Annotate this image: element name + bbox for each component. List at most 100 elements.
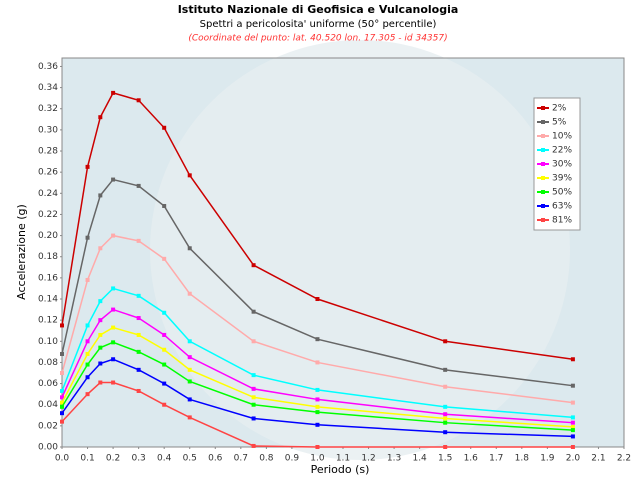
legend-marker bbox=[541, 120, 545, 124]
point-marker bbox=[315, 404, 320, 409]
y-tick-label: 0.00 bbox=[38, 443, 58, 453]
point-marker bbox=[187, 173, 192, 178]
point-marker bbox=[136, 349, 141, 354]
y-tick-label: 0.16 bbox=[38, 273, 58, 283]
x-tick-label: 0.3 bbox=[131, 454, 145, 464]
point-marker bbox=[98, 299, 103, 304]
point-marker bbox=[111, 325, 116, 330]
point-marker bbox=[111, 380, 116, 385]
point-marker bbox=[187, 415, 192, 420]
point-marker bbox=[570, 415, 575, 420]
legend-label: 50% bbox=[552, 188, 572, 198]
point-marker bbox=[98, 332, 103, 337]
y-tick-label: 0.12 bbox=[38, 316, 58, 326]
x-tick-label: 0.6 bbox=[208, 454, 223, 464]
point-marker bbox=[162, 402, 167, 407]
x-tick-label: 1.4 bbox=[412, 454, 427, 464]
x-axis-label: Periodo (s) bbox=[311, 463, 370, 476]
x-tick-label: 1.6 bbox=[464, 454, 479, 464]
y-tick-label: 0.24 bbox=[38, 189, 58, 199]
point-marker bbox=[187, 339, 192, 344]
point-marker bbox=[136, 332, 141, 337]
y-tick-label: 0.34 bbox=[38, 83, 58, 93]
y-axis-label: Accelerazione (g) bbox=[15, 204, 28, 300]
point-marker bbox=[187, 246, 192, 251]
point-marker bbox=[443, 384, 448, 389]
point-marker bbox=[85, 277, 90, 282]
x-tick-label: 1.7 bbox=[489, 454, 503, 464]
point-marker bbox=[98, 246, 103, 251]
point-marker bbox=[162, 381, 167, 386]
point-marker bbox=[85, 351, 90, 356]
point-marker bbox=[111, 177, 116, 182]
point-marker bbox=[251, 443, 256, 448]
point-marker bbox=[315, 337, 320, 342]
legend-marker bbox=[541, 106, 545, 110]
y-tick-label: 0.08 bbox=[38, 358, 58, 368]
point-marker bbox=[85, 323, 90, 328]
point-marker bbox=[570, 424, 575, 429]
point-marker bbox=[570, 383, 575, 388]
x-tick-label: 0.4 bbox=[157, 454, 172, 464]
point-marker bbox=[187, 291, 192, 296]
point-marker bbox=[111, 90, 116, 95]
point-marker bbox=[60, 388, 64, 393]
point-marker bbox=[251, 373, 256, 378]
point-marker bbox=[315, 410, 320, 415]
watermark bbox=[150, 40, 570, 460]
point-marker bbox=[98, 193, 103, 198]
point-marker bbox=[60, 400, 64, 405]
point-marker bbox=[443, 416, 448, 421]
point-marker bbox=[251, 309, 256, 314]
y-tick-label: 0.04 bbox=[38, 400, 58, 410]
chart-subtitle: Spettri a pericolosita' uniforme (50° pe… bbox=[200, 19, 437, 30]
point-marker bbox=[60, 323, 64, 328]
x-tick-label: 1.2 bbox=[361, 454, 375, 464]
x-tick-label: 1.3 bbox=[387, 454, 401, 464]
point-marker bbox=[60, 371, 64, 376]
point-marker bbox=[315, 360, 320, 365]
point-marker bbox=[136, 367, 141, 372]
point-marker bbox=[98, 345, 103, 350]
chart-title: Istituto Nazionale di Geofisica e Vulcan… bbox=[178, 3, 459, 16]
point-marker bbox=[111, 307, 116, 312]
point-marker bbox=[162, 203, 167, 208]
point-marker bbox=[443, 430, 448, 435]
point-marker bbox=[251, 339, 256, 344]
point-marker bbox=[162, 256, 167, 261]
x-tick-label: 2.1 bbox=[591, 454, 605, 464]
legend-label: 22% bbox=[552, 146, 572, 156]
point-marker bbox=[251, 416, 256, 421]
point-marker bbox=[85, 339, 90, 344]
legend-marker bbox=[541, 204, 545, 208]
point-marker bbox=[251, 395, 256, 400]
point-marker bbox=[85, 164, 90, 169]
point-marker bbox=[60, 395, 64, 400]
x-tick-label: 0.2 bbox=[106, 454, 120, 464]
point-marker bbox=[85, 235, 90, 240]
point-marker bbox=[60, 419, 64, 424]
point-marker bbox=[443, 445, 448, 449]
annotation: (Coordinate del punto: lat. 40.520 lon. … bbox=[188, 34, 447, 44]
point-marker bbox=[187, 367, 192, 372]
point-marker bbox=[60, 351, 64, 356]
point-marker bbox=[98, 361, 103, 366]
x-tick-label: 0.9 bbox=[285, 454, 300, 464]
point-marker bbox=[162, 332, 167, 337]
x-tick-label: 0.1 bbox=[80, 454, 94, 464]
point-marker bbox=[98, 115, 103, 120]
point-marker bbox=[60, 411, 64, 416]
point-marker bbox=[443, 367, 448, 372]
legend-label: 30% bbox=[552, 160, 572, 170]
point-marker bbox=[136, 183, 141, 188]
legend-label: 39% bbox=[552, 174, 572, 184]
point-marker bbox=[136, 316, 141, 321]
point-marker bbox=[162, 362, 167, 367]
point-marker bbox=[570, 400, 575, 405]
point-marker bbox=[570, 445, 575, 449]
y-tick-label: 0.36 bbox=[38, 62, 58, 72]
point-marker bbox=[60, 404, 64, 409]
point-marker bbox=[570, 434, 575, 439]
point-marker bbox=[85, 375, 90, 380]
